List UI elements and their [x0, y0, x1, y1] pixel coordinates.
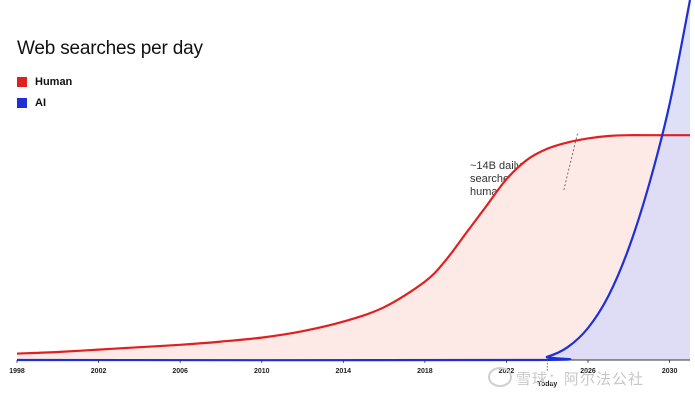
x-tick-label: 2002: [91, 368, 107, 375]
chart-title: Web searches per day: [17, 38, 203, 59]
chart-legend: Human AI: [17, 71, 72, 113]
watermark-logo-icon: [488, 367, 512, 387]
watermark: 雪球：阿尔法公社: [488, 367, 644, 389]
legend-label-ai: AI: [35, 96, 46, 109]
x-tick-label: 2030: [662, 368, 678, 375]
x-tick-label: 2014: [336, 368, 352, 375]
x-tick-label: 1998: [9, 368, 25, 375]
series-line-human: [16, 134, 690, 355]
legend-swatch-ai: [17, 97, 27, 108]
watermark-text: 雪球：阿尔法公社: [516, 370, 645, 388]
legend-item-human: Human: [17, 71, 72, 92]
series-line-ai: [16, 0, 692, 362]
x-tick-label: 2018: [417, 368, 433, 375]
area-ai: [17, 0, 690, 361]
x-tick-label: 2006: [172, 368, 188, 375]
annotation-leader-line: [563, 132, 579, 191]
x-tick-label: 2026: [580, 368, 596, 375]
legend-label-human: Human: [35, 75, 73, 88]
legend-item-ai: AI: [17, 92, 72, 113]
legend-swatch-human: [17, 76, 27, 87]
area-human: [17, 135, 690, 360]
today-marker-label: Today: [537, 381, 557, 388]
x-tick-label: 2010: [254, 368, 270, 375]
